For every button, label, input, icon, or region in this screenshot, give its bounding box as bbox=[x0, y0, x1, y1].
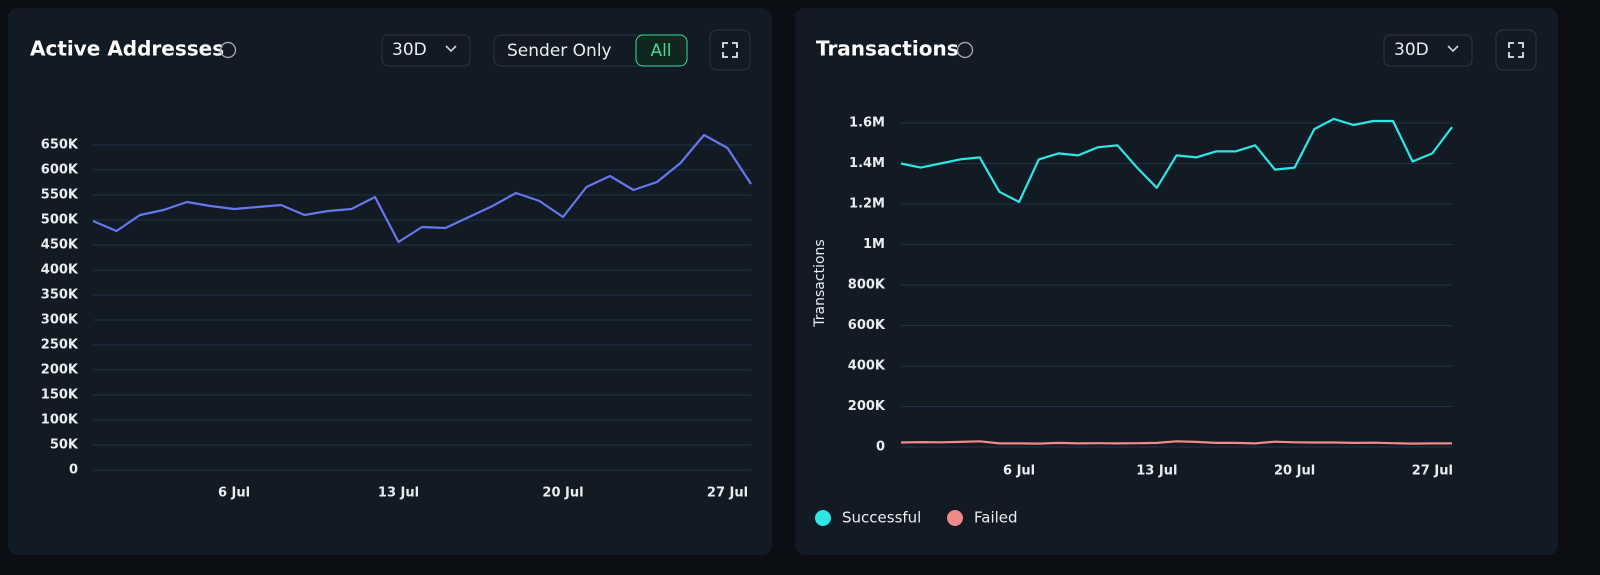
y-tick-label: 200K bbox=[848, 399, 886, 414]
y-tick-label: 50K bbox=[50, 438, 79, 453]
y-tick-label: 1.2M bbox=[849, 197, 885, 212]
panel-title: Transactions bbox=[816, 37, 959, 61]
x-tick-label: 13 Jul bbox=[378, 486, 419, 501]
y-tick-label: 600K bbox=[41, 163, 79, 178]
y-tick-label: 200K bbox=[41, 363, 79, 378]
y-tick-label: 300K bbox=[41, 313, 79, 328]
toggle-option[interactable]: Sender Only bbox=[507, 41, 612, 61]
series-line bbox=[900, 117, 1453, 204]
y-tick-label: 350K bbox=[41, 288, 79, 303]
x-tick-label: 13 Jul bbox=[1136, 464, 1177, 479]
legend-swatch bbox=[947, 510, 963, 526]
y-tick-label: 0 bbox=[876, 440, 885, 455]
y-tick-label: 650K bbox=[41, 138, 79, 153]
y-axis-label: Transactions bbox=[812, 239, 828, 327]
info-icon[interactable] bbox=[219, 41, 237, 59]
x-tick-label: 6 Jul bbox=[1003, 464, 1035, 479]
toggle-option[interactable]: All bbox=[650, 41, 671, 61]
info-icon[interactable] bbox=[956, 41, 974, 59]
panel bbox=[795, 8, 1558, 555]
x-tick-label: 20 Jul bbox=[1274, 464, 1315, 479]
y-tick-label: 600K bbox=[848, 318, 886, 333]
range-dropdown[interactable] bbox=[1383, 34, 1473, 67]
y-tick-label: 550K bbox=[41, 188, 79, 203]
chevron bbox=[445, 45, 457, 53]
y-tick-label: 250K bbox=[41, 338, 79, 353]
y-tick-label: 1M bbox=[863, 237, 885, 252]
y-tick-label: 450K bbox=[41, 238, 79, 253]
expand-icon bbox=[722, 42, 738, 58]
y-tick-label: 500K bbox=[41, 213, 79, 228]
series-line bbox=[92, 133, 752, 244]
y-tick-label: 150K bbox=[41, 388, 79, 403]
x-tick-label: 27 Jul bbox=[1412, 464, 1453, 479]
y-tick-label: 400K bbox=[848, 359, 886, 374]
y-tick-label: 1.4M bbox=[849, 156, 885, 171]
y-tick-label: 800K bbox=[848, 278, 886, 293]
series-line bbox=[900, 440, 1452, 445]
range-label: 30D bbox=[1394, 40, 1429, 60]
legend-label: Failed bbox=[974, 509, 1018, 527]
x-tick-label: 6 Jul bbox=[218, 486, 250, 501]
range-label: 30D bbox=[392, 40, 427, 60]
y-tick-label: 0 bbox=[69, 463, 78, 478]
legend-label: Successful bbox=[842, 509, 921, 527]
y-tick-label: 100K bbox=[41, 413, 79, 428]
y-tick-label: 1.6M bbox=[849, 116, 885, 131]
x-tick-label: 27 Jul bbox=[707, 486, 748, 501]
x-tick-label: 20 Jul bbox=[542, 486, 583, 501]
legend-swatch bbox=[815, 510, 831, 526]
expand-button[interactable] bbox=[709, 29, 751, 71]
expand-button[interactable] bbox=[1495, 29, 1537, 71]
y-tick-label: 400K bbox=[41, 263, 79, 278]
chevron bbox=[1447, 45, 1459, 53]
expand-icon bbox=[1508, 42, 1524, 58]
panel-title: Active Addresses bbox=[30, 37, 224, 61]
range-dropdown[interactable] bbox=[381, 34, 471, 67]
panel bbox=[8, 8, 772, 555]
toggle-active[interactable] bbox=[635, 34, 688, 67]
